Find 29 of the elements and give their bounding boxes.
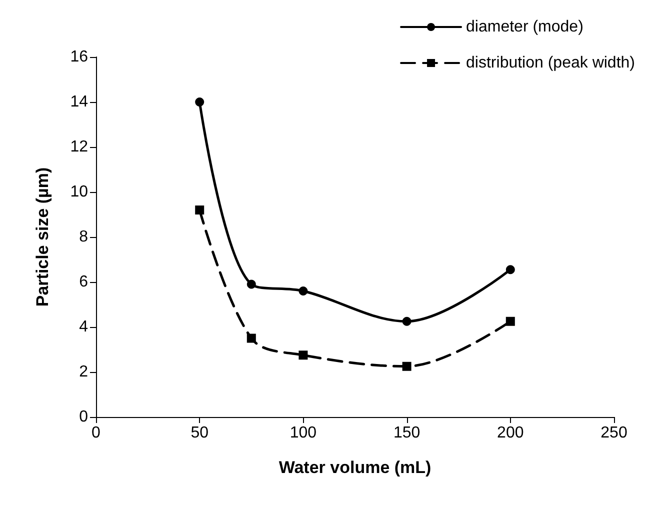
y-tick-label: 8 [79,228,88,246]
y-tick-label: 12 [70,138,88,156]
x-tick-label: 250 [600,424,628,442]
point [506,265,515,274]
legend-label: diameter (mode) [466,18,584,36]
y-tick-label: 0 [79,408,88,426]
y-axis-title: Particle size (µm) [33,167,52,307]
x-tick-label: 50 [190,424,209,442]
point [506,316,515,326]
y-tick-label: 14 [70,94,88,110]
point [246,280,256,289]
y-tick-label: 10 [70,184,88,200]
x-tick-label: 100 [290,424,317,442]
point [402,362,412,371]
y-tick-label: 16 [70,48,88,66]
point [195,98,204,106]
y-tick-label: 4 [79,318,88,336]
point [402,316,412,326]
point [298,286,308,296]
point [246,334,256,343]
legend-label: distribution (peak width) [466,54,635,72]
x-tick-label: 0 [92,424,101,442]
y-tick-label: 6 [79,274,88,290]
x-tick-label: 200 [497,424,524,442]
x-tick-label: 150 [393,424,420,442]
point [195,206,204,214]
y-tick-label: 2 [79,364,88,380]
point [298,350,308,360]
x-axis-title: Water volume (mL) [278,458,432,477]
